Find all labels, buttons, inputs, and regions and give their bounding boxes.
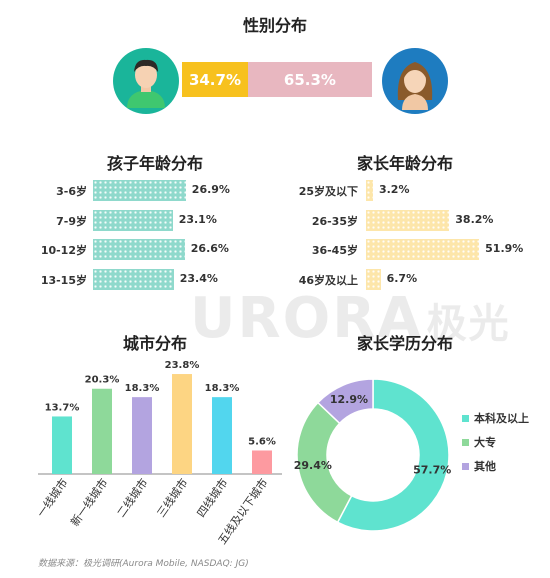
city-value: 20.3% — [85, 375, 120, 386]
child_age-value: 23.4% — [179, 271, 218, 285]
city-label: 三线城市 — [154, 476, 191, 520]
parent_age-value: 51.9% — [485, 242, 524, 255]
city-label: 新一线城市 — [67, 476, 110, 529]
parent_age-label: 46岁及以上 — [298, 273, 358, 287]
child_age-value: 26.9% — [191, 183, 230, 196]
city-title: 城市分布 — [122, 334, 187, 353]
parent_age-value: 38.2% — [455, 212, 494, 226]
female-avatar — [382, 48, 448, 114]
city-bar — [92, 388, 112, 474]
gender-bar-male: 34.7% — [182, 62, 248, 97]
gender-male-label: 34.7% — [188, 70, 241, 89]
education-value: 57.7% — [413, 464, 451, 477]
education-slice — [316, 378, 374, 425]
education-title: 家长学历分布 — [356, 334, 453, 353]
education-value: 12.9% — [330, 393, 368, 406]
watermark-text: URORA — [190, 286, 423, 351]
city-chart: 13.7% 一线城市 20.3% 新一线城市 18.3% 二线城市 23.8% 三线城市 18.… — [34, 360, 282, 547]
education-chart: 57.7% 本科及以上 29.4% 大专 12.9% 其他 — [294, 378, 529, 532]
city-bar — [132, 397, 152, 474]
parent_age-bar — [366, 209, 450, 231]
child_age-bar — [93, 180, 186, 201]
child_age-value: 23.1% — [178, 212, 217, 226]
parent_age-label: 26-35岁 — [311, 214, 358, 228]
parent_age-label: 25岁及以下 — [298, 185, 358, 198]
city-value: 5.6% — [248, 436, 276, 447]
parent_age-bar — [366, 180, 373, 201]
parent_age-bar — [366, 268, 381, 290]
parent_age-bar — [366, 239, 480, 260]
child_age-value: 26.6% — [190, 242, 229, 255]
legend-label: 其他 — [474, 459, 496, 473]
city-value: 23.8% — [165, 360, 200, 371]
watermark: URORA 极光 — [190, 286, 511, 351]
legend-label: 大专 — [474, 435, 496, 449]
city-label: 一线城市 — [34, 476, 71, 520]
legend-swatch — [462, 439, 469, 446]
child_age-label: 10-12岁 — [40, 244, 87, 257]
child_age-bar — [93, 239, 185, 260]
legend-swatch — [462, 415, 469, 422]
child_age-bar — [93, 209, 173, 231]
child_age-label: 13-15岁 — [40, 273, 87, 287]
city-bar — [172, 374, 192, 474]
legend-label: 本科及以上 — [474, 411, 529, 425]
city-bar — [52, 416, 72, 474]
city-label: 二线城市 — [114, 476, 151, 520]
watermark-suffix: 极光 — [426, 301, 511, 347]
city-label: 四线城市 — [194, 476, 231, 520]
gender-bar-female: 65.3% — [247, 62, 372, 97]
city-value: 18.3% — [125, 383, 160, 394]
parent-age-title: 家长年龄分布 — [356, 154, 453, 173]
data-source: 数据来源：极光调研(Aurora Mobile, NASDAQ: JG) — [38, 559, 249, 569]
child_age-label: 7-9岁 — [56, 214, 87, 228]
education-slice — [336, 378, 450, 532]
gender-female-label: 65.3% — [283, 70, 336, 89]
gender-title: 性别分布 — [242, 16, 307, 35]
male-avatar — [113, 48, 179, 114]
city-bar — [212, 397, 232, 474]
parent_age-value: 3.2% — [378, 183, 410, 196]
legend-swatch — [462, 463, 469, 470]
city-bar — [252, 450, 272, 474]
child_age-bar — [93, 268, 174, 290]
child_age-label: 3-6岁 — [56, 185, 87, 198]
city-value: 13.7% — [45, 402, 80, 413]
education-value: 29.4% — [294, 459, 332, 472]
child-age-title: 孩子年龄分布 — [106, 154, 203, 173]
city-value: 18.3% — [205, 383, 240, 394]
parent_age-value: 6.7% — [386, 271, 418, 285]
parent_age-label: 36-45岁 — [311, 244, 358, 257]
